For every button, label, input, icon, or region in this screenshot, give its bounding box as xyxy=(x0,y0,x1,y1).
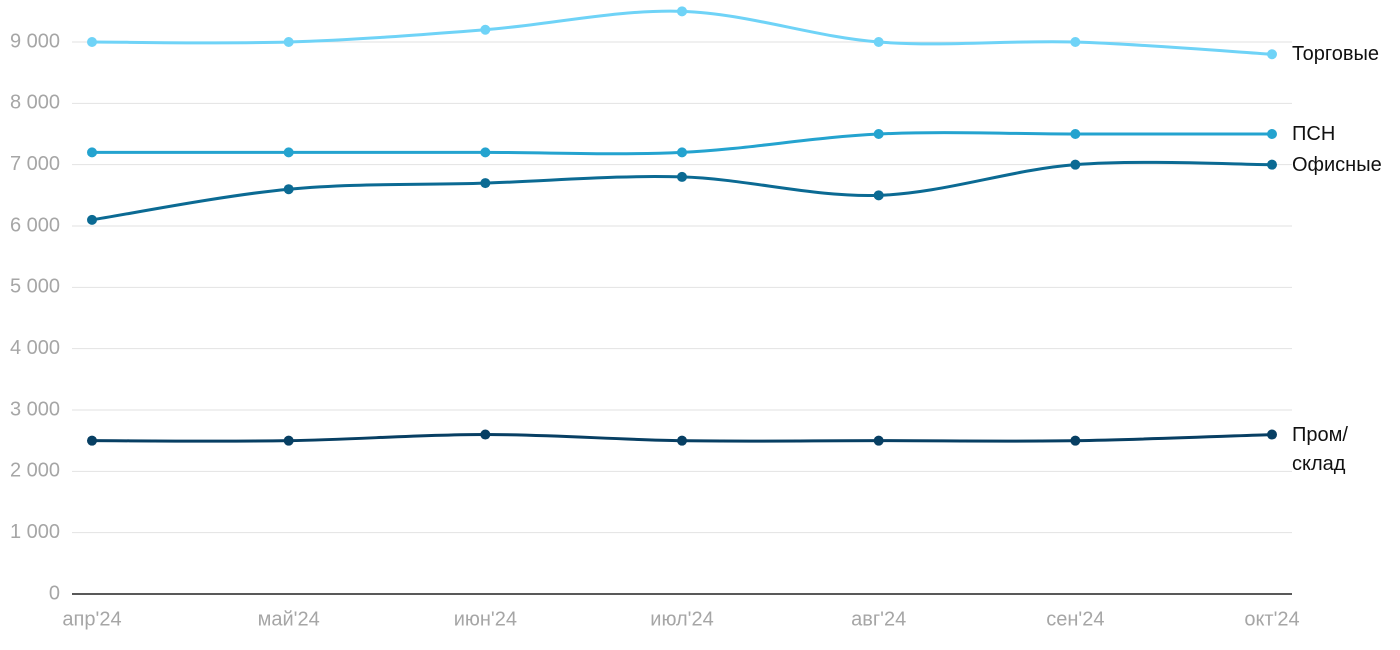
data-point xyxy=(677,171,687,182)
data-point xyxy=(1267,129,1277,139)
data-point xyxy=(677,147,687,158)
x-tick-label: июл'24 xyxy=(650,608,713,630)
series-line xyxy=(91,9,1273,56)
data-point xyxy=(87,147,97,158)
data-point xyxy=(677,6,687,17)
x-tick-label: июн'24 xyxy=(454,608,517,630)
data-point xyxy=(873,435,884,446)
series-line xyxy=(91,160,1273,222)
data-point xyxy=(480,429,491,440)
data-point xyxy=(87,214,97,225)
data-point xyxy=(480,24,491,35)
x-tick-label: апр'24 xyxy=(62,608,121,630)
data-point xyxy=(1267,49,1277,60)
legend-label: ПСН xyxy=(1292,123,1336,145)
legend-label: Торговые xyxy=(1292,43,1380,66)
data-point xyxy=(87,435,97,446)
data-point xyxy=(283,184,294,195)
data-point xyxy=(1070,129,1081,139)
data-point xyxy=(1267,159,1277,170)
legend-label: Офисные xyxy=(1292,153,1382,176)
data-point xyxy=(1070,37,1081,47)
y-tick-label: 9 000 xyxy=(10,30,60,52)
y-tick-label: 2 000 xyxy=(10,460,60,482)
y-tick-label: 1 000 xyxy=(10,521,60,543)
x-tick-label: сен'24 xyxy=(1046,608,1104,630)
y-tick-label: 6 000 xyxy=(10,214,60,236)
y-tick-label: 0 xyxy=(49,582,60,604)
data-point xyxy=(873,37,884,47)
data-point xyxy=(1070,435,1081,446)
data-point xyxy=(480,178,491,189)
data-point xyxy=(480,147,491,158)
y-tick-label: 8 000 xyxy=(10,92,60,114)
data-point xyxy=(1267,429,1277,440)
y-tick-label: 3 000 xyxy=(10,398,60,420)
data-point xyxy=(87,37,97,47)
data-point xyxy=(873,190,884,201)
y-tick-label: 4 000 xyxy=(10,337,60,359)
data-point xyxy=(677,435,687,446)
x-tick-label: май'24 xyxy=(258,608,320,630)
y-tick-label: 5 000 xyxy=(10,276,60,298)
data-point xyxy=(283,147,294,158)
x-tick-label: окт'24 xyxy=(1244,608,1299,630)
legend-label: Пром/ склад xyxy=(1292,423,1348,475)
data-point xyxy=(1070,159,1081,170)
data-point xyxy=(283,37,294,47)
y-tick-label: 7 000 xyxy=(10,153,60,175)
x-tick-label: авг'24 xyxy=(851,608,906,630)
data-point xyxy=(873,129,884,139)
data-point xyxy=(283,435,294,446)
